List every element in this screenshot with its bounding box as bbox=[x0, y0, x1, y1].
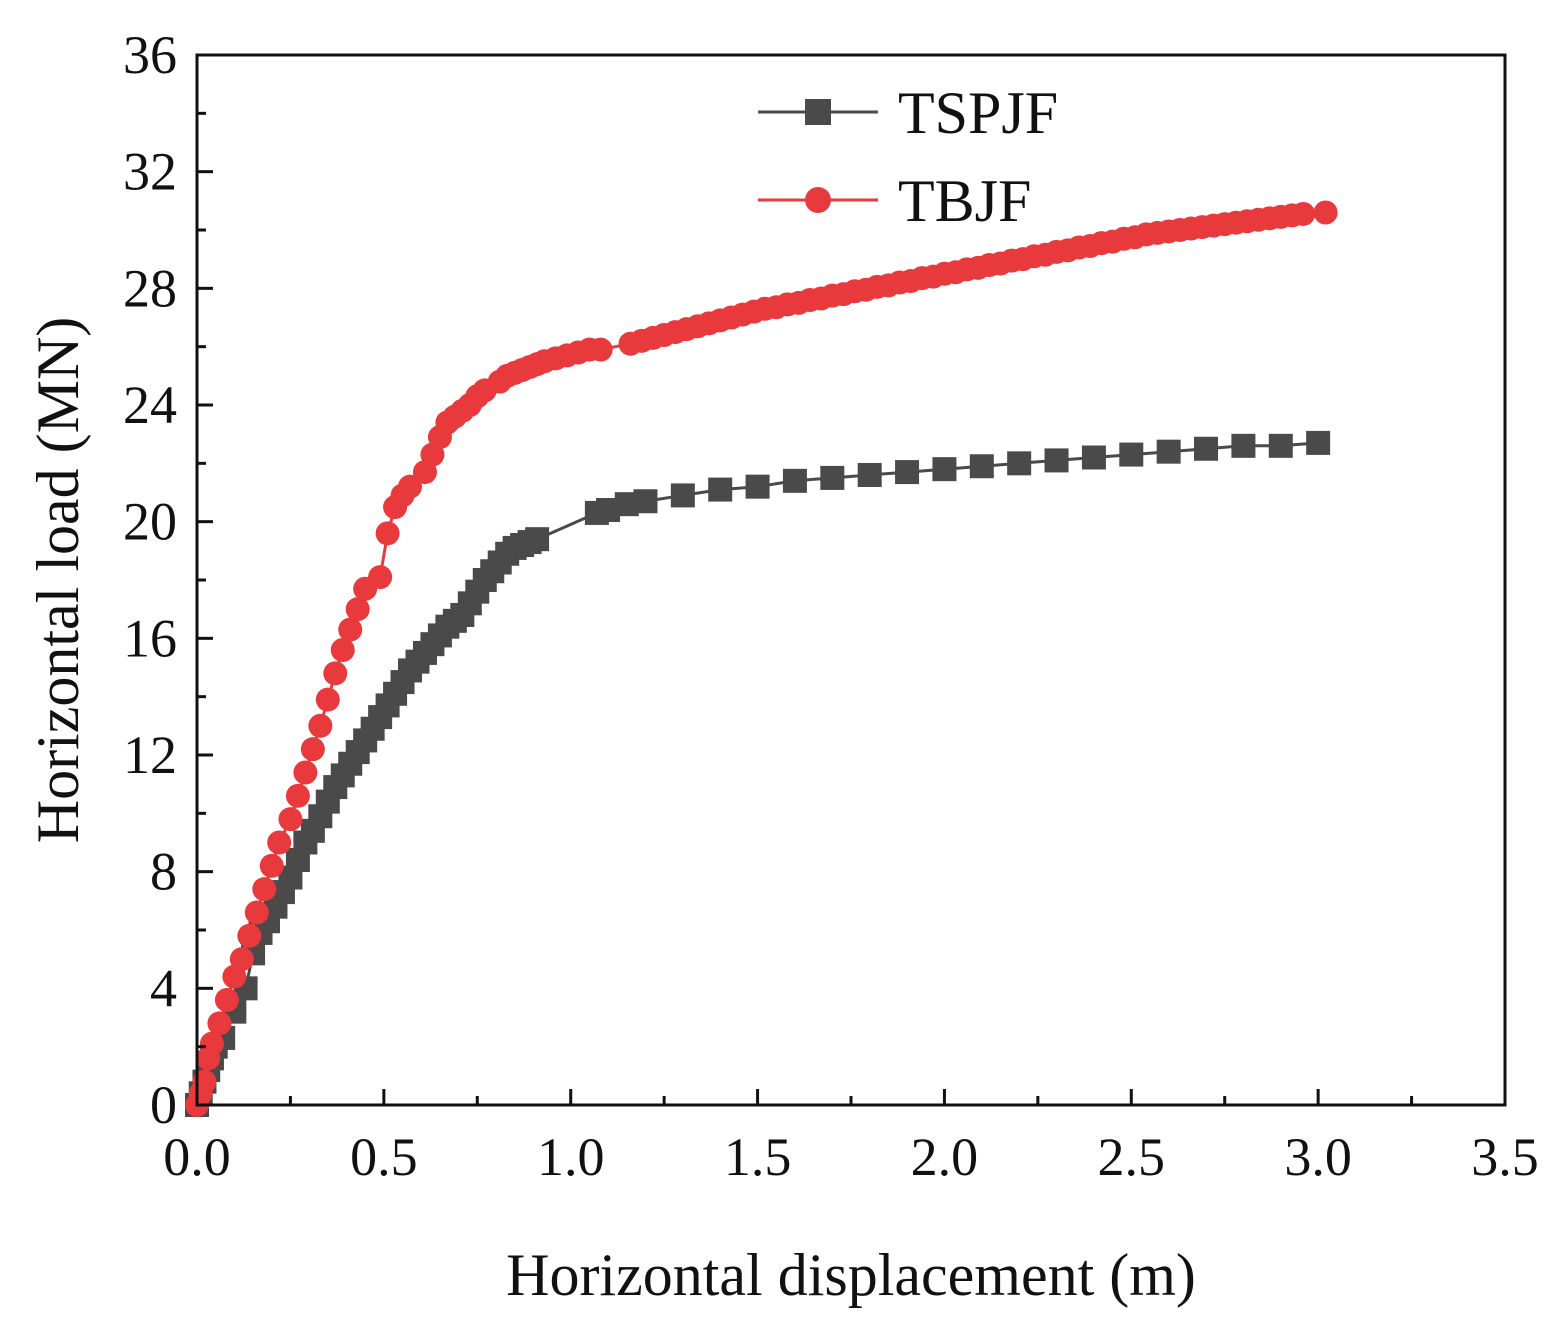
data-point-square bbox=[1306, 430, 1331, 455]
data-point-square bbox=[1007, 451, 1032, 476]
y-tick-label: 8 bbox=[150, 842, 177, 902]
data-point-square bbox=[1231, 433, 1256, 458]
data-point-circle bbox=[375, 521, 400, 546]
data-point-circle bbox=[278, 807, 303, 832]
data-point-square bbox=[857, 463, 882, 487]
data-point-square bbox=[969, 454, 994, 479]
x-tick-label: 3.5 bbox=[1471, 1127, 1539, 1187]
data-point-circle bbox=[345, 597, 370, 622]
x-axis-title: Horizontal displacement (m) bbox=[506, 1242, 1196, 1308]
x-tick-label: 1.5 bbox=[724, 1127, 792, 1187]
data-point-square bbox=[745, 474, 770, 499]
series-layer bbox=[185, 200, 1338, 1117]
data-point-circle bbox=[229, 947, 254, 972]
series-tspjf bbox=[185, 430, 1331, 1117]
data-point-circle bbox=[368, 565, 393, 590]
y-tick-label: 12 bbox=[123, 725, 177, 785]
data-point-square bbox=[525, 527, 550, 552]
data-point-circle bbox=[285, 783, 310, 808]
legend-circle-marker bbox=[805, 187, 831, 213]
data-point-square bbox=[782, 468, 807, 493]
series-line-tbjf bbox=[195, 211, 1326, 1106]
data-point-circle bbox=[1291, 201, 1316, 226]
legend: TSPJF TBJF bbox=[758, 80, 1058, 234]
x-tick-label: 3.0 bbox=[1284, 1127, 1352, 1187]
x-tick-label: 1.0 bbox=[537, 1127, 605, 1187]
data-point-circle bbox=[588, 337, 613, 362]
data-point-circle bbox=[293, 760, 318, 785]
data-point-circle bbox=[199, 1031, 224, 1056]
x-tick-label: 2.5 bbox=[1098, 1127, 1166, 1187]
data-point-square bbox=[614, 492, 639, 517]
x-tick-label: 0.5 bbox=[350, 1127, 418, 1187]
data-point-square bbox=[1044, 448, 1069, 473]
y-tick-label: 20 bbox=[123, 492, 177, 552]
y-tick-label: 0 bbox=[150, 1075, 177, 1135]
axis-ticks bbox=[195, 53, 1507, 1107]
tick-labels: 0.0 0.5 1.0 1.5 2.0 2.5 3.0 3.5 0 4 8 12 16 20 24 28 32 3… bbox=[123, 25, 1539, 1187]
y-tick-label: 16 bbox=[123, 608, 177, 668]
data-point-square bbox=[1194, 436, 1219, 461]
data-point-circle bbox=[330, 638, 355, 662]
data-point-circle bbox=[398, 474, 423, 499]
y-tick-label: 36 bbox=[123, 25, 177, 85]
legend-item-tspjf: TSPJF bbox=[758, 80, 1058, 146]
data-point-square bbox=[895, 460, 920, 485]
data-point-circle bbox=[252, 877, 277, 902]
series-tbjf bbox=[185, 200, 1338, 1117]
data-point-circle bbox=[267, 830, 292, 855]
x-tick-label: 2.0 bbox=[911, 1127, 979, 1187]
data-point-square bbox=[633, 489, 658, 514]
y-tick-label: 32 bbox=[123, 142, 177, 202]
data-point-circle bbox=[338, 617, 363, 642]
series-line-tspjf bbox=[195, 441, 1319, 1106]
data-point-circle bbox=[323, 661, 348, 686]
y-tick-label: 24 bbox=[123, 375, 177, 435]
data-point-circle bbox=[1313, 200, 1338, 225]
data-point-circle bbox=[207, 1011, 232, 1036]
legend-label: TSPJF bbox=[898, 80, 1058, 146]
x-tick-label: 0.0 bbox=[163, 1127, 231, 1187]
legend-label: TBJF bbox=[898, 168, 1031, 234]
data-point-square bbox=[820, 465, 845, 490]
y-axis-title: Horizontal load (MN) bbox=[25, 317, 91, 844]
y-tick-label: 28 bbox=[123, 258, 177, 318]
data-point-circle bbox=[214, 988, 239, 1012]
data-point-circle bbox=[237, 923, 262, 948]
data-point-square bbox=[1081, 445, 1106, 470]
data-point-square bbox=[932, 457, 957, 482]
y-tick-label: 4 bbox=[150, 958, 177, 1018]
legend-item-tbjf: TBJF bbox=[758, 168, 1031, 234]
legend-square-marker bbox=[805, 99, 831, 125]
data-point-circle bbox=[244, 900, 269, 925]
data-point-circle bbox=[259, 853, 284, 878]
data-point-square bbox=[1268, 433, 1293, 458]
data-point-square bbox=[670, 483, 695, 508]
data-point-square bbox=[1119, 442, 1144, 467]
data-point-circle bbox=[308, 713, 333, 738]
data-point-circle bbox=[300, 737, 325, 762]
data-point-circle bbox=[315, 687, 340, 712]
data-point-square bbox=[708, 477, 733, 502]
data-point-square bbox=[1156, 439, 1181, 464]
